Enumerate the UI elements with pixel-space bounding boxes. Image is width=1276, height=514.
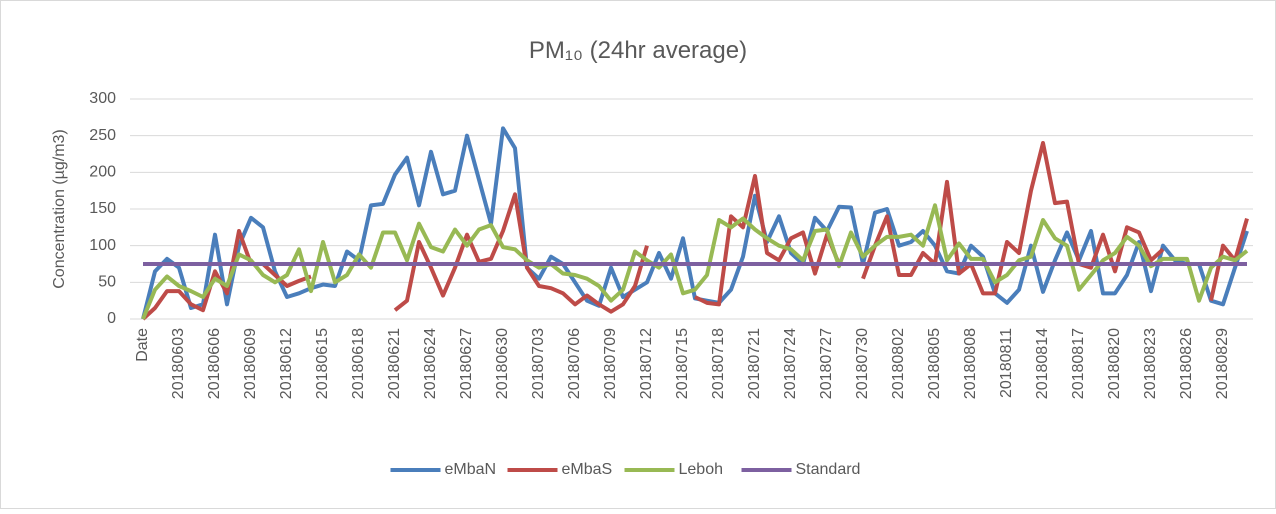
x-tick-label: Date — [134, 328, 151, 362]
x-tick-label: 20180730 — [854, 328, 871, 399]
series-line — [141, 229, 312, 321]
series-line — [141, 203, 1249, 320]
x-tick-label: 20180715 — [674, 328, 691, 399]
x-tick-label: 20180817 — [1070, 328, 1087, 399]
x-tick-label: 20180808 — [962, 328, 979, 399]
x-tick-label: 20180606 — [206, 328, 223, 399]
x-tick-label: 20180706 — [566, 328, 583, 399]
series-line — [393, 192, 649, 314]
x-tick-label: 20180603 — [170, 328, 187, 399]
y-tick-label: 300 — [89, 90, 116, 107]
series-line — [694, 174, 841, 307]
x-tick-label: 20180811 — [998, 328, 1015, 398]
x-tick-label: 20180621 — [386, 328, 403, 399]
x-tick-label: 20180718 — [710, 328, 727, 399]
legend-label: Leboh — [679, 461, 724, 478]
x-tick-label: 20180712 — [638, 328, 655, 399]
x-tick-label: 20180826 — [1178, 328, 1195, 399]
x-tick-label: 20180724 — [782, 328, 799, 399]
y-axis-label: Concentration (µg/m3) — [51, 129, 68, 289]
y-tick-label: 100 — [89, 237, 116, 254]
x-tick-label: 20180823 — [1142, 328, 1159, 399]
x-tick-label: 20180612 — [278, 328, 295, 399]
y-tick-label: 250 — [89, 127, 116, 144]
x-tick-label: 20180721 — [746, 328, 763, 399]
x-tick-label: 20180615 — [314, 328, 331, 399]
x-tick-label: 20180709 — [602, 328, 619, 399]
chart-title: PM₁₀ (24hr average) — [529, 37, 747, 64]
x-tick-label: 20180618 — [350, 328, 367, 399]
x-tick-label: 20180805 — [926, 328, 943, 399]
y-tick-label: 150 — [89, 200, 116, 217]
legend-label: eMbaN — [445, 461, 497, 478]
x-tick-label: 20180703 — [530, 328, 547, 399]
x-tick-label: 20180630 — [494, 328, 511, 399]
x-tick-label: 20180802 — [890, 328, 907, 399]
legend-label: Standard — [796, 461, 861, 478]
x-tick-label: 20180624 — [422, 328, 439, 399]
series-line — [1209, 217, 1249, 302]
y-tick-label: 50 — [98, 274, 116, 291]
x-tick-label: 20180609 — [242, 328, 259, 399]
x-tick-label: 20180627 — [458, 328, 475, 399]
y-tick-label: 200 — [89, 164, 116, 181]
x-tick-label: 20180829 — [1214, 328, 1231, 399]
legend-label: eMbaS — [562, 461, 613, 478]
y-tick-label: 0 — [107, 310, 116, 327]
x-tick-label: 20180814 — [1034, 328, 1051, 399]
x-tick-label: 20180820 — [1106, 328, 1123, 399]
x-tick-label: 20180727 — [818, 328, 835, 399]
